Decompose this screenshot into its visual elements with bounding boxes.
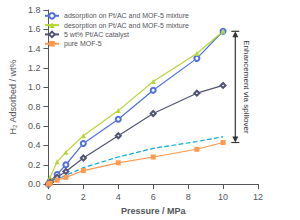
svg-text:1.4: 1.4 (28, 44, 41, 54)
svg-text:adsorption on Pt/AC and MOF-5: adsorption on Pt/AC and MOF-5 mixture (64, 12, 189, 20)
svg-text:2: 2 (81, 192, 86, 202)
svg-text:1.2: 1.2 (28, 63, 41, 73)
svg-text:0.8: 0.8 (28, 102, 41, 112)
svg-text:1.8: 1.8 (28, 5, 41, 15)
svg-text:10: 10 (218, 192, 228, 202)
svg-text:6: 6 (151, 192, 156, 202)
svg-text:1.0: 1.0 (28, 82, 41, 92)
svg-text:0.4: 0.4 (28, 140, 41, 150)
svg-text:Enhancement via spillover: Enhancement via spillover (242, 40, 251, 134)
svg-text:5 wt% Pt/AC catalyst: 5 wt% Pt/AC catalyst (64, 31, 129, 39)
svg-text:0: 0 (46, 192, 51, 202)
svg-text:8: 8 (186, 192, 191, 202)
svg-text:pure MOF-5: pure MOF-5 (64, 40, 102, 48)
svg-text:12: 12 (253, 192, 263, 202)
svg-text:4: 4 (116, 192, 121, 202)
svg-text:1.6: 1.6 (28, 24, 41, 34)
svg-text:desorption on Pt/AC and MOF-5: desorption on Pt/AC and MOF-5 mixture (64, 22, 189, 30)
svg-text:H₂ Adsorbed / wt%: H₂ Adsorbed / wt% (8, 60, 18, 135)
svg-text:Pressure / MPa: Pressure / MPa (121, 206, 187, 216)
svg-text:0.0: 0.0 (28, 179, 41, 189)
svg-text:0.6: 0.6 (28, 121, 41, 131)
svg-text:0.2: 0.2 (28, 160, 41, 170)
